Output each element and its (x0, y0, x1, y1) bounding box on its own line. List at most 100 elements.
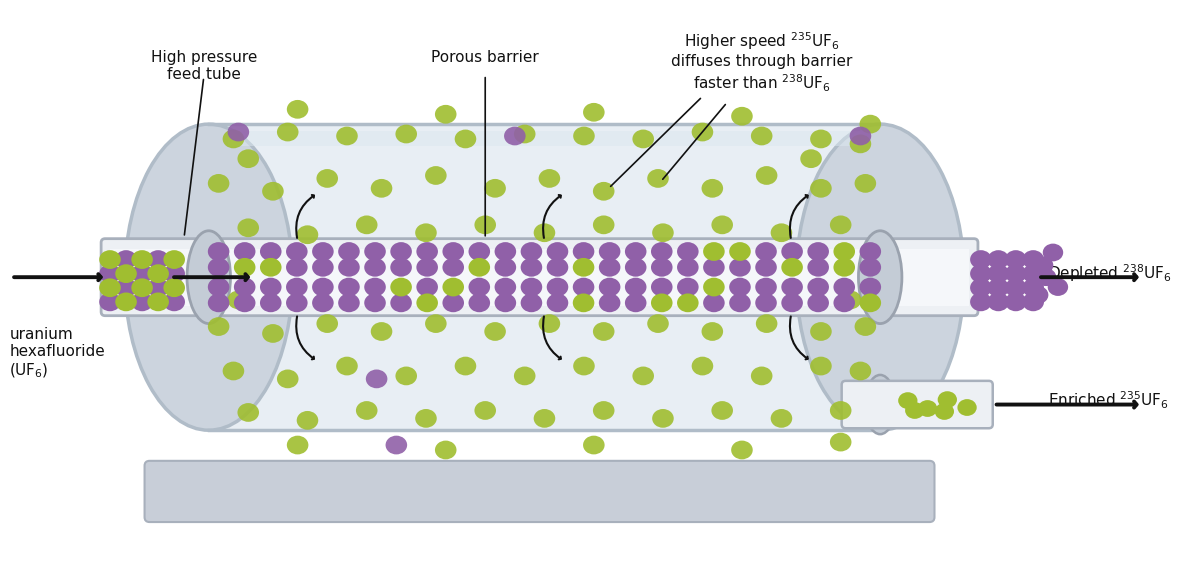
Ellipse shape (1022, 250, 1044, 269)
Ellipse shape (539, 314, 560, 333)
Ellipse shape (632, 130, 654, 148)
Ellipse shape (336, 127, 358, 146)
Ellipse shape (100, 293, 121, 311)
Ellipse shape (238, 218, 259, 237)
Ellipse shape (521, 278, 542, 296)
Ellipse shape (547, 258, 569, 276)
Ellipse shape (485, 179, 506, 198)
Ellipse shape (935, 403, 954, 420)
Ellipse shape (416, 293, 438, 312)
Ellipse shape (115, 250, 137, 269)
Ellipse shape (858, 231, 902, 324)
Ellipse shape (859, 115, 881, 133)
Ellipse shape (208, 278, 229, 296)
Ellipse shape (371, 179, 392, 198)
Ellipse shape (677, 242, 698, 261)
Ellipse shape (365, 242, 386, 261)
Ellipse shape (100, 250, 121, 269)
Ellipse shape (338, 258, 360, 276)
Ellipse shape (712, 401, 733, 420)
Ellipse shape (131, 293, 152, 311)
Ellipse shape (521, 293, 542, 312)
Ellipse shape (583, 436, 605, 455)
Ellipse shape (650, 242, 672, 261)
Ellipse shape (474, 401, 496, 420)
Ellipse shape (850, 134, 871, 153)
Ellipse shape (425, 314, 446, 333)
Ellipse shape (730, 293, 751, 312)
Ellipse shape (731, 441, 752, 459)
Ellipse shape (677, 293, 698, 312)
Ellipse shape (365, 258, 386, 276)
Ellipse shape (494, 258, 516, 276)
Ellipse shape (1004, 293, 1026, 311)
Ellipse shape (834, 278, 856, 296)
Ellipse shape (650, 293, 672, 312)
Ellipse shape (1033, 257, 1054, 274)
Ellipse shape (599, 278, 620, 296)
Ellipse shape (1004, 264, 1026, 283)
Ellipse shape (898, 392, 918, 409)
Ellipse shape (286, 293, 307, 312)
Ellipse shape (365, 293, 386, 312)
Ellipse shape (131, 264, 152, 283)
Ellipse shape (593, 322, 614, 341)
Ellipse shape (415, 409, 437, 428)
Ellipse shape (455, 357, 476, 375)
Ellipse shape (850, 361, 871, 381)
Ellipse shape (1036, 268, 1056, 286)
Ellipse shape (208, 317, 229, 336)
Ellipse shape (312, 258, 334, 276)
Ellipse shape (317, 314, 338, 333)
Ellipse shape (234, 258, 256, 276)
Ellipse shape (755, 293, 776, 312)
Ellipse shape (834, 242, 856, 261)
Ellipse shape (443, 278, 464, 296)
Ellipse shape (647, 314, 668, 333)
Text: uranium
hexafluoride
(UF$_6$): uranium hexafluoride (UF$_6$) (10, 327, 106, 380)
Ellipse shape (485, 322, 506, 341)
Ellipse shape (296, 225, 318, 244)
Ellipse shape (468, 278, 490, 296)
Ellipse shape (494, 242, 516, 261)
Ellipse shape (286, 242, 307, 261)
Ellipse shape (650, 258, 672, 276)
Ellipse shape (100, 264, 121, 283)
Ellipse shape (572, 258, 594, 276)
Ellipse shape (652, 223, 673, 242)
Ellipse shape (599, 242, 620, 261)
Ellipse shape (755, 258, 776, 276)
Ellipse shape (547, 293, 569, 312)
Ellipse shape (234, 278, 256, 296)
Ellipse shape (781, 278, 803, 296)
Ellipse shape (228, 123, 250, 141)
Ellipse shape (1022, 293, 1044, 311)
Ellipse shape (415, 223, 437, 242)
Ellipse shape (208, 174, 229, 193)
Ellipse shape (187, 231, 230, 324)
Ellipse shape (647, 169, 668, 188)
Ellipse shape (854, 317, 876, 336)
Ellipse shape (850, 127, 871, 146)
Ellipse shape (854, 174, 876, 193)
Ellipse shape (859, 242, 881, 261)
Ellipse shape (371, 322, 392, 341)
Ellipse shape (572, 278, 594, 296)
Ellipse shape (810, 322, 832, 341)
Ellipse shape (593, 182, 614, 201)
Text: High pressure
feed tube: High pressure feed tube (151, 50, 257, 83)
Ellipse shape (434, 441, 456, 459)
Ellipse shape (534, 409, 556, 428)
Ellipse shape (425, 166, 446, 185)
Ellipse shape (356, 401, 378, 420)
Ellipse shape (131, 250, 152, 269)
Ellipse shape (521, 242, 542, 261)
Ellipse shape (808, 242, 829, 261)
Text: Enriched $^{235}$UF$_6$: Enriched $^{235}$UF$_6$ (1048, 390, 1169, 411)
Ellipse shape (234, 293, 256, 312)
Ellipse shape (755, 242, 776, 261)
Ellipse shape (277, 123, 299, 141)
Ellipse shape (808, 278, 829, 296)
Ellipse shape (115, 278, 137, 297)
Ellipse shape (317, 169, 338, 188)
